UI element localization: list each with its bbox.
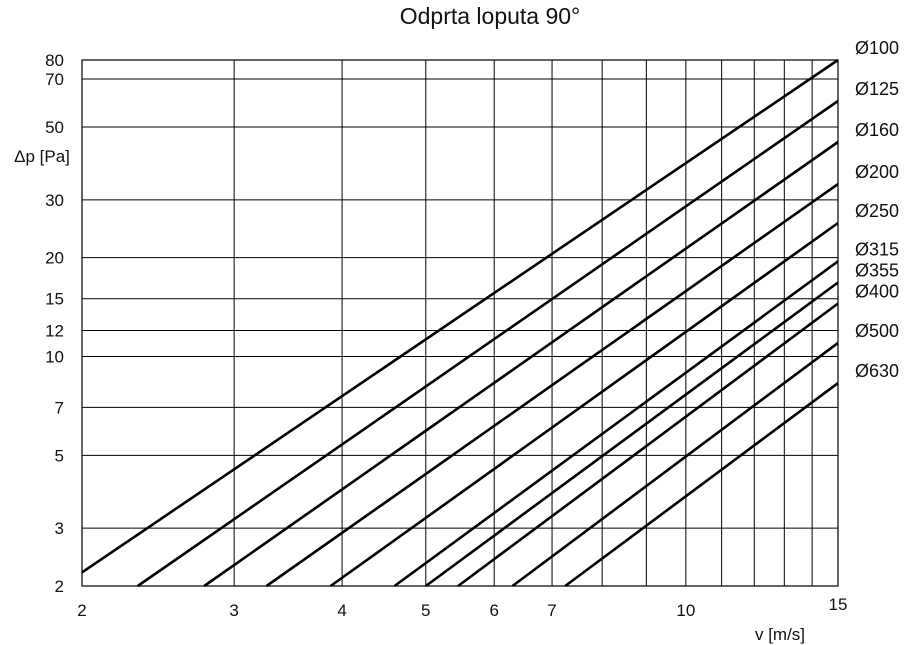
series-label: Ø160 (855, 120, 899, 140)
series-line-Ø125 (136, 99, 839, 588)
y-tick-label: 15 (45, 290, 64, 309)
x-tick-labels: 2 3 4 5 6 7 10 15 (77, 595, 847, 620)
x-axis-label: v [m/s] (755, 625, 805, 644)
series-label: Ø125 (855, 79, 899, 99)
y-tick-label: 50 (45, 118, 64, 137)
series-line-Ø630 (564, 382, 839, 588)
series-label: Ø355 (855, 261, 899, 281)
series-line-Ø250 (329, 221, 839, 588)
series-line-Ø500 (511, 341, 839, 588)
grid (81, 59, 839, 587)
x-tick-label: 10 (676, 601, 695, 620)
plot-frame (81, 59, 839, 587)
y-tick-label: 12 (45, 322, 64, 341)
x-tick-label: 4 (337, 601, 346, 620)
series-line-Ø160 (203, 140, 839, 588)
series-label: Ø500 (855, 321, 899, 341)
series-label: Ø400 (855, 282, 899, 302)
series-line-Ø355 (425, 281, 839, 588)
y-tick-label: 20 (45, 249, 64, 268)
y-tick-label: 7 (55, 398, 64, 417)
series-label: Ø315 (855, 239, 899, 259)
y-axis-label: Δp [Pa] (14, 147, 70, 166)
y-tick-label: 30 (45, 191, 64, 210)
series-label: Ø630 (855, 361, 899, 381)
y-tick-label: 70 (45, 70, 64, 89)
series-line-Ø200 (265, 183, 839, 588)
y-tick-label: 2 (55, 577, 64, 596)
x-tick-label: 7 (547, 601, 556, 620)
y-tick-label: 5 (55, 446, 64, 465)
series-label: Ø250 (855, 201, 899, 221)
series-line-Ø400 (457, 302, 839, 588)
x-tick-label: 3 (229, 601, 238, 620)
series-label: Ø100 (855, 38, 899, 58)
series-line-Ø100 (81, 58, 839, 574)
x-tick-label: 5 (421, 601, 430, 620)
series-line-Ø315 (393, 260, 839, 588)
y-tick-label: 80 (45, 51, 64, 70)
x-tick-label: 15 (829, 595, 848, 614)
series-lines (81, 58, 839, 588)
x-tick-label: 2 (77, 601, 86, 620)
x-tick-label: 6 (489, 601, 498, 620)
y-tick-label: 3 (55, 519, 64, 538)
y-tick-label: 10 (45, 348, 64, 367)
chart-title: Odprta loputa 90° (400, 3, 581, 29)
series-label: Ø200 (855, 162, 899, 182)
